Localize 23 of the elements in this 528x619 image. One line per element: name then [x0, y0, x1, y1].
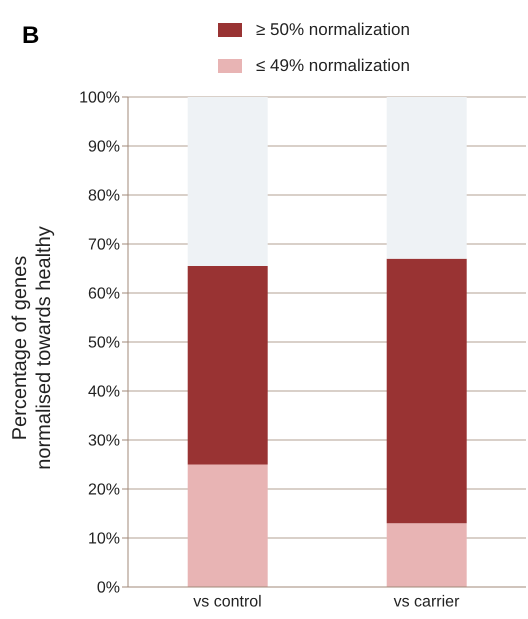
y-tick-label: 60%: [88, 286, 120, 303]
bar: [188, 97, 268, 266]
y-tick-label: 0%: [96, 580, 120, 597]
y-tick-label: 100%: [79, 90, 120, 107]
bar: [386, 523, 467, 587]
y-tick-label: 20%: [88, 482, 120, 499]
bar: [386, 258, 467, 524]
x-tick-label: vs carrier: [394, 593, 460, 610]
y-tick-label: 80%: [88, 188, 120, 205]
y-tick-label: 40%: [88, 384, 120, 401]
y-tick-label: 50%: [88, 334, 120, 352]
y-tick-label: 90%: [88, 138, 120, 156]
x-tick-label: vs control: [193, 593, 262, 610]
y-axis-title: Percentage of genes normalised towards healthy: [9, 226, 55, 470]
y-tick-label: 10%: [88, 530, 120, 548]
bar: [188, 464, 268, 587]
y-tick-label: 30%: [88, 432, 120, 450]
legend-label: ≥ 50% normalization: [256, 20, 410, 40]
y-tick-label: 70%: [88, 236, 120, 254]
bar: [188, 266, 268, 464]
bar: [386, 97, 467, 259]
chart-title: B: [22, 22, 40, 50]
legend-label: ≤ 49% normalization: [256, 56, 410, 76]
